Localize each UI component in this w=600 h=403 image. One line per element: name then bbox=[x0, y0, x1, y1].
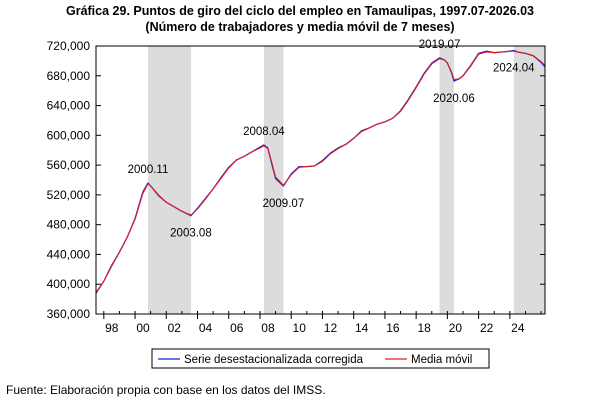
turning-point-label-5: 2020.06 bbox=[433, 93, 475, 105]
y-tick-label-9: 720,000 bbox=[47, 39, 91, 53]
y-axis: 360,000 400,000 440,000 480,000 520,000 560,0… bbox=[47, 39, 545, 321]
y-tick-label-2: 440,000 bbox=[47, 247, 91, 261]
x-tick-label-7: 12 bbox=[324, 321, 338, 335]
series-line-media-movil bbox=[95, 50, 546, 293]
y-tick-label-7: 640,000 bbox=[47, 99, 91, 113]
y-tick-label-6: 600,000 bbox=[47, 128, 91, 142]
turning-point-label-2: 2008.04 bbox=[243, 126, 285, 138]
recession-band-0 bbox=[148, 46, 191, 314]
source-note: Fuente: Elaboración propia con base en l… bbox=[6, 383, 326, 397]
y-tick-label-8: 680,000 bbox=[47, 69, 91, 83]
recession-bands bbox=[148, 46, 545, 314]
turning-point-label-4: 2019.07 bbox=[419, 39, 461, 51]
x-tick-label-12: 22 bbox=[480, 321, 494, 335]
x-tick-label-4: 06 bbox=[230, 321, 244, 335]
plot-frame bbox=[95, 45, 546, 315]
turning-point-label-1: 2003.08 bbox=[170, 228, 212, 240]
x-tick-label-6: 10 bbox=[293, 321, 307, 335]
chart-canvas: 360,000 400,000 440,000 480,000 520,000 560,0… bbox=[47, 39, 546, 369]
y-tick-label-5: 560,000 bbox=[47, 158, 91, 172]
x-tick-label-5: 08 bbox=[261, 321, 275, 335]
legend-label-serie: Serie desestacionalizada corregida bbox=[184, 354, 364, 366]
chart-title: Gráfica 29. Puntos de giro del ciclo del… bbox=[65, 4, 535, 18]
series-lines bbox=[95, 49, 546, 294]
turning-point-label-3: 2009.07 bbox=[263, 198, 305, 210]
x-tick-label-2: 02 bbox=[168, 321, 182, 335]
chart-subtitle: (Número de trabajadores y media móvil de… bbox=[145, 20, 455, 34]
legend: Serie desestacionalizada corregida Media… bbox=[151, 348, 490, 369]
x-axis: 98 00 02 04 06 08 10 12 14 16 18 20 22 24 bbox=[103, 311, 542, 335]
x-tick-label-11: 20 bbox=[449, 321, 463, 335]
y-tick-label-1: 400,000 bbox=[47, 277, 91, 291]
x-tick-label-10: 18 bbox=[417, 321, 431, 335]
x-tick-label-0: 98 bbox=[105, 321, 119, 335]
x-tick-label-1: 00 bbox=[136, 321, 150, 335]
recession-band-1 bbox=[263, 46, 284, 314]
x-tick-label-9: 16 bbox=[386, 321, 400, 335]
y-tick-label-0: 360,000 bbox=[47, 307, 91, 321]
turning-point-label-0: 2000.11 bbox=[128, 164, 169, 176]
recession-band-2 bbox=[439, 46, 454, 314]
recession-band-3 bbox=[513, 46, 545, 314]
x-tick-label-13: 24 bbox=[511, 321, 525, 335]
y-tick-label-4: 520,000 bbox=[47, 188, 91, 202]
legend-box bbox=[151, 348, 490, 369]
x-tick-label-8: 14 bbox=[355, 321, 369, 335]
turning-point-label-6: 2024.04 bbox=[493, 62, 535, 74]
turning-point-labels: 2000.11 2003.08 2008.04 2009.07 2019.07 2020.… bbox=[128, 39, 536, 240]
legend-label-media: Media móvil bbox=[411, 354, 472, 366]
y-tick-label-3: 480,000 bbox=[47, 218, 91, 232]
x-tick-label-3: 04 bbox=[199, 321, 213, 335]
